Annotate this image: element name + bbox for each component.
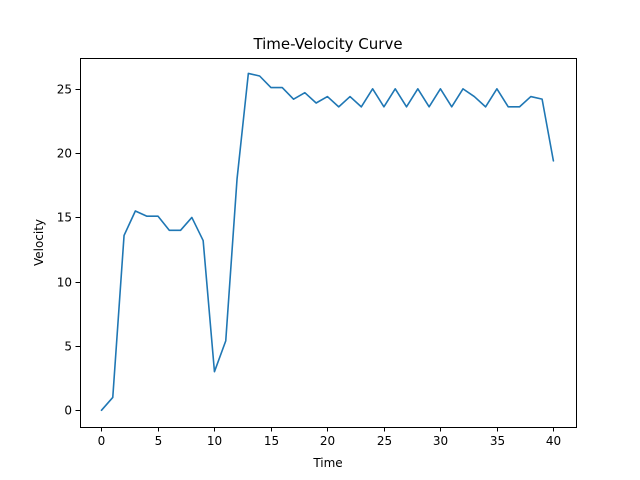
x-axis-ticks: 0 5 10 15 20 25 30 35 40 — [98, 427, 561, 448]
x-tick-label: 40 — [546, 434, 561, 448]
y-axis-label: Velocity — [32, 219, 46, 266]
y-axis-ticks: 0 5 10 15 20 25 — [57, 83, 80, 418]
x-axis-label: Time — [312, 456, 342, 470]
x-tick-label: 20 — [320, 434, 335, 448]
x-tick-label: 15 — [264, 434, 279, 448]
x-tick-label: 25 — [377, 434, 392, 448]
y-tick-label: 10 — [57, 276, 72, 290]
x-tick-label: 35 — [490, 434, 505, 448]
chart-title: Time-Velocity Curve — [252, 35, 402, 53]
x-tick-label: 30 — [433, 434, 448, 448]
series-layer — [100, 72, 555, 412]
y-tick-label: 0 — [64, 404, 72, 418]
axes-frame — [80, 58, 577, 428]
x-tick-label: 0 — [98, 434, 106, 448]
x-tick-label: 10 — [207, 434, 222, 448]
y-tick-label: 25 — [57, 83, 72, 97]
x-tick-label: 5 — [155, 434, 163, 448]
y-tick-label: 15 — [57, 211, 72, 225]
series-line-0 — [100, 72, 555, 412]
y-tick-label: 20 — [57, 147, 72, 161]
y-tick-label: 5 — [64, 340, 72, 354]
